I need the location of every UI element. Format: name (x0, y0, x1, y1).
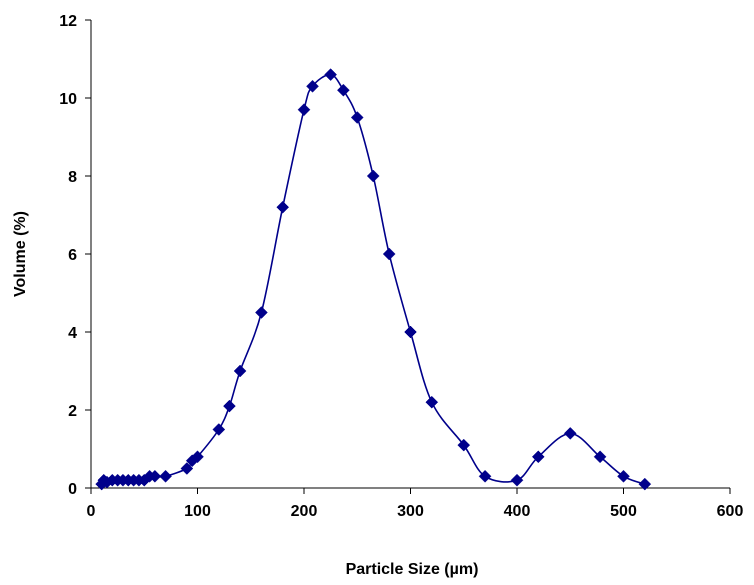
data-point-marker (366, 169, 380, 183)
y-tick-label: 4 (68, 325, 77, 342)
x-tick-label: 200 (291, 503, 318, 520)
x-tick-label: 0 (87, 503, 96, 520)
data-point-marker (638, 477, 652, 491)
data-point-marker (191, 450, 204, 464)
data-point-marker (276, 200, 290, 214)
series-line (100, 73, 646, 485)
data-point-marker (233, 364, 247, 378)
data-point-marker (404, 325, 417, 339)
data-point-marker (425, 395, 439, 409)
y-tick-label: 10 (59, 91, 77, 108)
y-tick-label: 12 (59, 13, 77, 30)
data-point-marker (212, 423, 226, 436)
x-tick-label: 500 (610, 503, 637, 520)
y-tick-label: 8 (68, 169, 77, 186)
data-point-marker (531, 450, 545, 464)
x-tick-labels: 0 100 200 300 400 500 600 (87, 503, 744, 520)
data-point-marker (337, 83, 350, 97)
data-point-marker (617, 469, 630, 483)
y-tick-labels: 0 2 4 6 8 10 12 (59, 13, 77, 498)
x-tick-label: 300 (397, 503, 424, 520)
y-tick-label: 6 (68, 247, 77, 264)
data-point-marker (324, 68, 337, 81)
data-point-marker (180, 462, 194, 475)
data-point-marker (593, 450, 607, 464)
x-axis-title: Particle Size (µm) (346, 561, 479, 578)
data-point-marker (382, 247, 396, 261)
series-volume (100, 73, 646, 485)
x-tick-label: 600 (717, 503, 744, 520)
axes (90, 20, 730, 489)
data-point-marker (148, 469, 162, 483)
data-points (95, 68, 652, 491)
data-point-marker (223, 399, 236, 413)
data-point-marker (457, 438, 471, 452)
data-point-marker (255, 306, 268, 319)
data-point-marker (297, 103, 311, 117)
tick-marks (85, 19, 731, 494)
y-tick-label: 0 (68, 481, 77, 498)
data-point-marker (350, 111, 364, 124)
data-point-marker (306, 79, 319, 93)
data-point-marker (159, 469, 172, 483)
data-point-marker (510, 473, 524, 487)
x-tick-label: 400 (504, 503, 531, 520)
y-tick-label: 2 (68, 403, 77, 420)
x-tick-label: 100 (184, 503, 211, 520)
data-point-marker (478, 469, 492, 483)
y-axis-title: Volume (%) (12, 211, 29, 297)
data-point-marker (563, 427, 577, 440)
